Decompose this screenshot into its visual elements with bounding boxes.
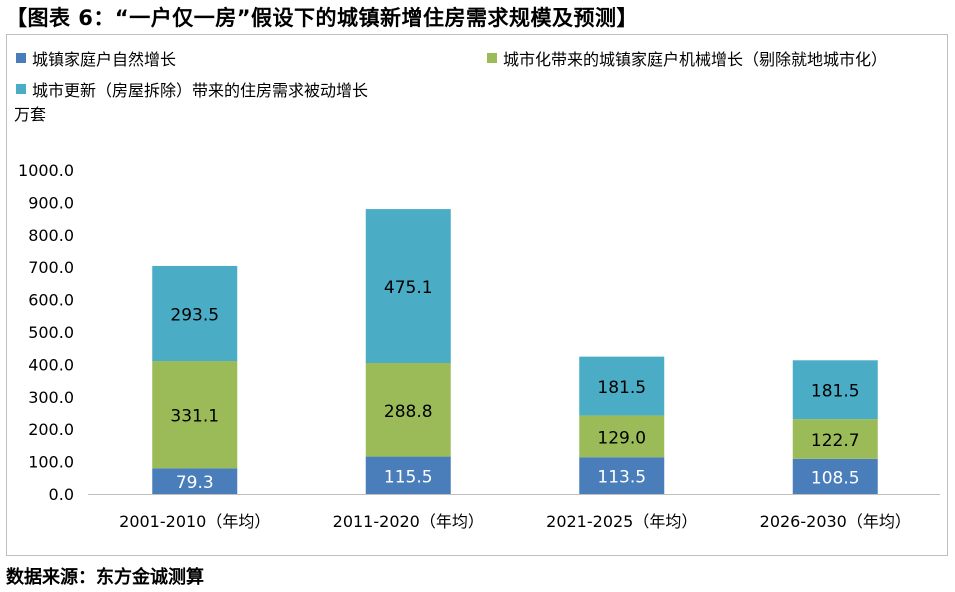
bar-natural bbox=[792, 458, 878, 494]
bar-natural bbox=[579, 457, 665, 494]
chart-frame bbox=[6, 34, 948, 556]
data-label-natural: 79.3 bbox=[176, 473, 214, 493]
legend-label-natural: 城镇家庭户自然增长 bbox=[32, 50, 177, 69]
data-label-urbanization: 122.7 bbox=[811, 431, 860, 451]
bar-urbanization bbox=[792, 419, 878, 459]
bar-urbanization bbox=[579, 415, 665, 458]
x-category-label: 2001-2010（年均） bbox=[119, 512, 270, 531]
data-label-renewal: 181.5 bbox=[811, 382, 860, 402]
bar-renewal bbox=[792, 360, 878, 420]
y-axis-unit: 万套 bbox=[14, 105, 47, 124]
x-category-label: 2011-2020（年均） bbox=[333, 512, 484, 531]
x-category-label: 2026-2030（年均） bbox=[760, 512, 911, 531]
legend-swatch-urbanization bbox=[487, 53, 497, 63]
data-label-renewal: 475.1 bbox=[384, 278, 433, 298]
data-label-urbanization: 129.0 bbox=[597, 428, 646, 448]
y-tick-label: 300.0 bbox=[28, 388, 74, 407]
data-label-natural: 113.5 bbox=[597, 468, 646, 488]
y-tick-label: 1000.0 bbox=[18, 161, 74, 180]
y-tick-label: 900.0 bbox=[28, 193, 74, 212]
y-tick-label: 600.0 bbox=[28, 291, 74, 310]
stacked-bar-chart: 0.0 100.0 200.0 300.0 400.0 500.0 600.0 700.0 80… bbox=[18, 161, 940, 531]
legend-label-urbanization: 城市化带来的城镇家庭户机械增长（剔除就地城市化） bbox=[503, 50, 888, 69]
bar-urbanization bbox=[365, 363, 451, 457]
legend-swatch-renewal bbox=[16, 84, 26, 94]
bar-urbanization bbox=[152, 361, 238, 469]
bar-natural bbox=[152, 468, 238, 494]
data-label-natural: 115.5 bbox=[384, 467, 433, 487]
data-label-urbanization: 288.8 bbox=[384, 402, 433, 422]
data-label-natural: 108.5 bbox=[811, 468, 860, 488]
bar-natural bbox=[365, 456, 451, 494]
data-source: 数据来源：东方金诚测算 bbox=[6, 567, 204, 588]
y-tick-label: 400.0 bbox=[28, 355, 74, 374]
y-tick-label: 800.0 bbox=[28, 226, 74, 245]
y-tick-label: 500.0 bbox=[28, 323, 74, 342]
data-label-renewal: 181.5 bbox=[597, 378, 646, 398]
y-tick-label: 100.0 bbox=[28, 453, 74, 472]
chart-title: 【图表 6：“一户仅一房”假设下的城镇新增住房需求规模及预测】 bbox=[6, 6, 639, 30]
legend-swatch-natural bbox=[16, 53, 26, 63]
legend-item-urbanization: 城市化带来的城镇家庭户机械增长（剔除就地城市化） bbox=[487, 46, 887, 70]
bar-renewal bbox=[152, 265, 238, 362]
data-label-urbanization: 331.1 bbox=[170, 407, 219, 427]
legend-item-renewal: 城市更新（房屋拆除）带来的住房需求被动增长 bbox=[16, 77, 368, 101]
bar-renewal bbox=[579, 356, 665, 416]
legend-item-natural: 城镇家庭户自然增长 bbox=[16, 46, 176, 70]
bar-renewal bbox=[365, 209, 451, 364]
legend-label-renewal: 城市更新（房屋拆除）带来的住房需求被动增长 bbox=[32, 81, 369, 100]
y-tick-label: 700.0 bbox=[28, 258, 74, 277]
data-label-renewal: 293.5 bbox=[170, 305, 219, 325]
x-category-label: 2021-2025（年均） bbox=[546, 512, 697, 531]
y-tick-label: 0.0 bbox=[49, 485, 74, 504]
y-tick-label: 200.0 bbox=[28, 420, 74, 439]
